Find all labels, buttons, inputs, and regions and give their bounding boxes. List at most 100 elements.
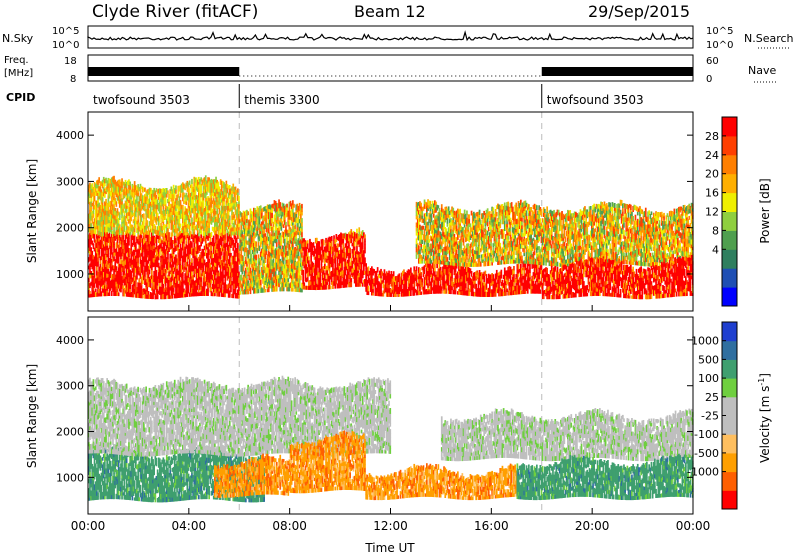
echo-cell <box>434 267 436 272</box>
echo-cell <box>118 268 121 272</box>
echo-cell <box>350 281 353 288</box>
echo-cell <box>110 250 113 255</box>
echo-cell <box>115 226 118 231</box>
echo-cell <box>125 229 128 234</box>
echo-cell <box>105 292 107 297</box>
echo-cell <box>264 288 267 293</box>
echo-cell <box>146 213 149 218</box>
echo-cell <box>130 275 133 280</box>
echo-cell <box>136 294 138 298</box>
echo-cell <box>144 229 146 233</box>
echo-cell <box>124 284 127 291</box>
echo-cell <box>120 270 122 275</box>
echo-cell <box>123 270 126 276</box>
echo-cell <box>90 240 92 245</box>
echo-cell <box>92 286 95 291</box>
echo-cell <box>246 215 248 220</box>
echo-cell <box>133 206 136 211</box>
echo-cell <box>104 188 106 194</box>
echo-cell <box>155 241 158 246</box>
echo-cell <box>113 244 115 250</box>
echo-cell <box>110 191 113 197</box>
echo-cell <box>145 286 147 290</box>
echo-cell <box>121 248 123 253</box>
echo-cell <box>93 282 96 288</box>
echo-cell <box>113 214 115 219</box>
echo-cell <box>98 237 100 242</box>
echo-cell <box>303 282 306 286</box>
echo-cell <box>146 241 149 245</box>
echo-cell <box>110 183 113 187</box>
echo-cell <box>124 200 127 206</box>
echo-cell <box>104 269 106 275</box>
echo-cell <box>115 266 118 270</box>
echo-cell <box>115 223 118 228</box>
echo-cell <box>93 291 96 297</box>
echo-cell <box>147 203 150 209</box>
echo-cell <box>288 206 291 211</box>
echo-cell <box>91 280 94 284</box>
power-echoes <box>88 112 694 311</box>
echo-cell <box>179 260 182 264</box>
echo-cell <box>141 269 144 275</box>
echo-cell <box>123 186 126 193</box>
echo-cell <box>102 235 105 241</box>
echo-cell <box>107 268 110 275</box>
echo-cell <box>280 240 283 246</box>
echo-cell <box>124 220 127 226</box>
echo-cell <box>94 226 97 230</box>
echo-cell <box>99 215 102 221</box>
echo-cell <box>89 201 91 206</box>
echo-cell <box>137 271 139 275</box>
echo-cell <box>127 236 129 240</box>
echo-cell <box>109 253 112 259</box>
echo-cell <box>120 237 122 241</box>
echo-cell <box>122 226 125 230</box>
echo-cell <box>127 247 129 253</box>
echo-cell <box>146 203 149 209</box>
echo-cell <box>122 241 125 246</box>
echo-cell <box>135 189 137 196</box>
echo-cell <box>185 240 188 245</box>
echo-cell <box>202 199 205 205</box>
echo-cell <box>141 205 144 210</box>
echo-cell <box>123 218 126 224</box>
echo-cell <box>118 216 121 220</box>
echo-cell <box>98 202 100 207</box>
echo-cell <box>101 240 104 245</box>
echo-cell <box>133 227 136 233</box>
echo-cell <box>420 272 422 277</box>
echo-cell <box>96 275 98 279</box>
echo-cell <box>93 238 96 243</box>
echo-cell <box>97 271 99 278</box>
echo-cell <box>454 268 457 273</box>
echo-cell <box>121 182 123 189</box>
echo-cell <box>129 258 131 263</box>
echo-cell <box>137 238 139 245</box>
echo-cell <box>139 233 142 239</box>
echo-cell <box>115 269 118 275</box>
echo-cell <box>147 246 150 251</box>
echo-cell <box>130 202 133 207</box>
echo-cell <box>93 256 96 260</box>
echo-cell <box>143 202 145 207</box>
echo-cell <box>263 285 265 289</box>
echo-cell <box>98 190 100 197</box>
echo-cell <box>125 286 128 293</box>
echo-cell <box>237 188 239 193</box>
echo-cell <box>328 267 331 272</box>
freq-unit: [MHz] <box>4 68 33 79</box>
echo-cell <box>130 206 133 213</box>
echo-cell <box>224 230 227 235</box>
echo-cell <box>97 192 99 196</box>
echo-cell <box>130 262 133 268</box>
echo-cell <box>125 181 128 188</box>
echo-cell <box>124 187 127 192</box>
echo-cell <box>118 204 121 208</box>
echo-cell <box>131 293 134 298</box>
echo-cell <box>90 223 92 228</box>
echo-cell <box>121 217 123 222</box>
echo-cell <box>143 235 145 240</box>
echo-cell <box>114 235 117 241</box>
echo-cell <box>124 259 127 265</box>
